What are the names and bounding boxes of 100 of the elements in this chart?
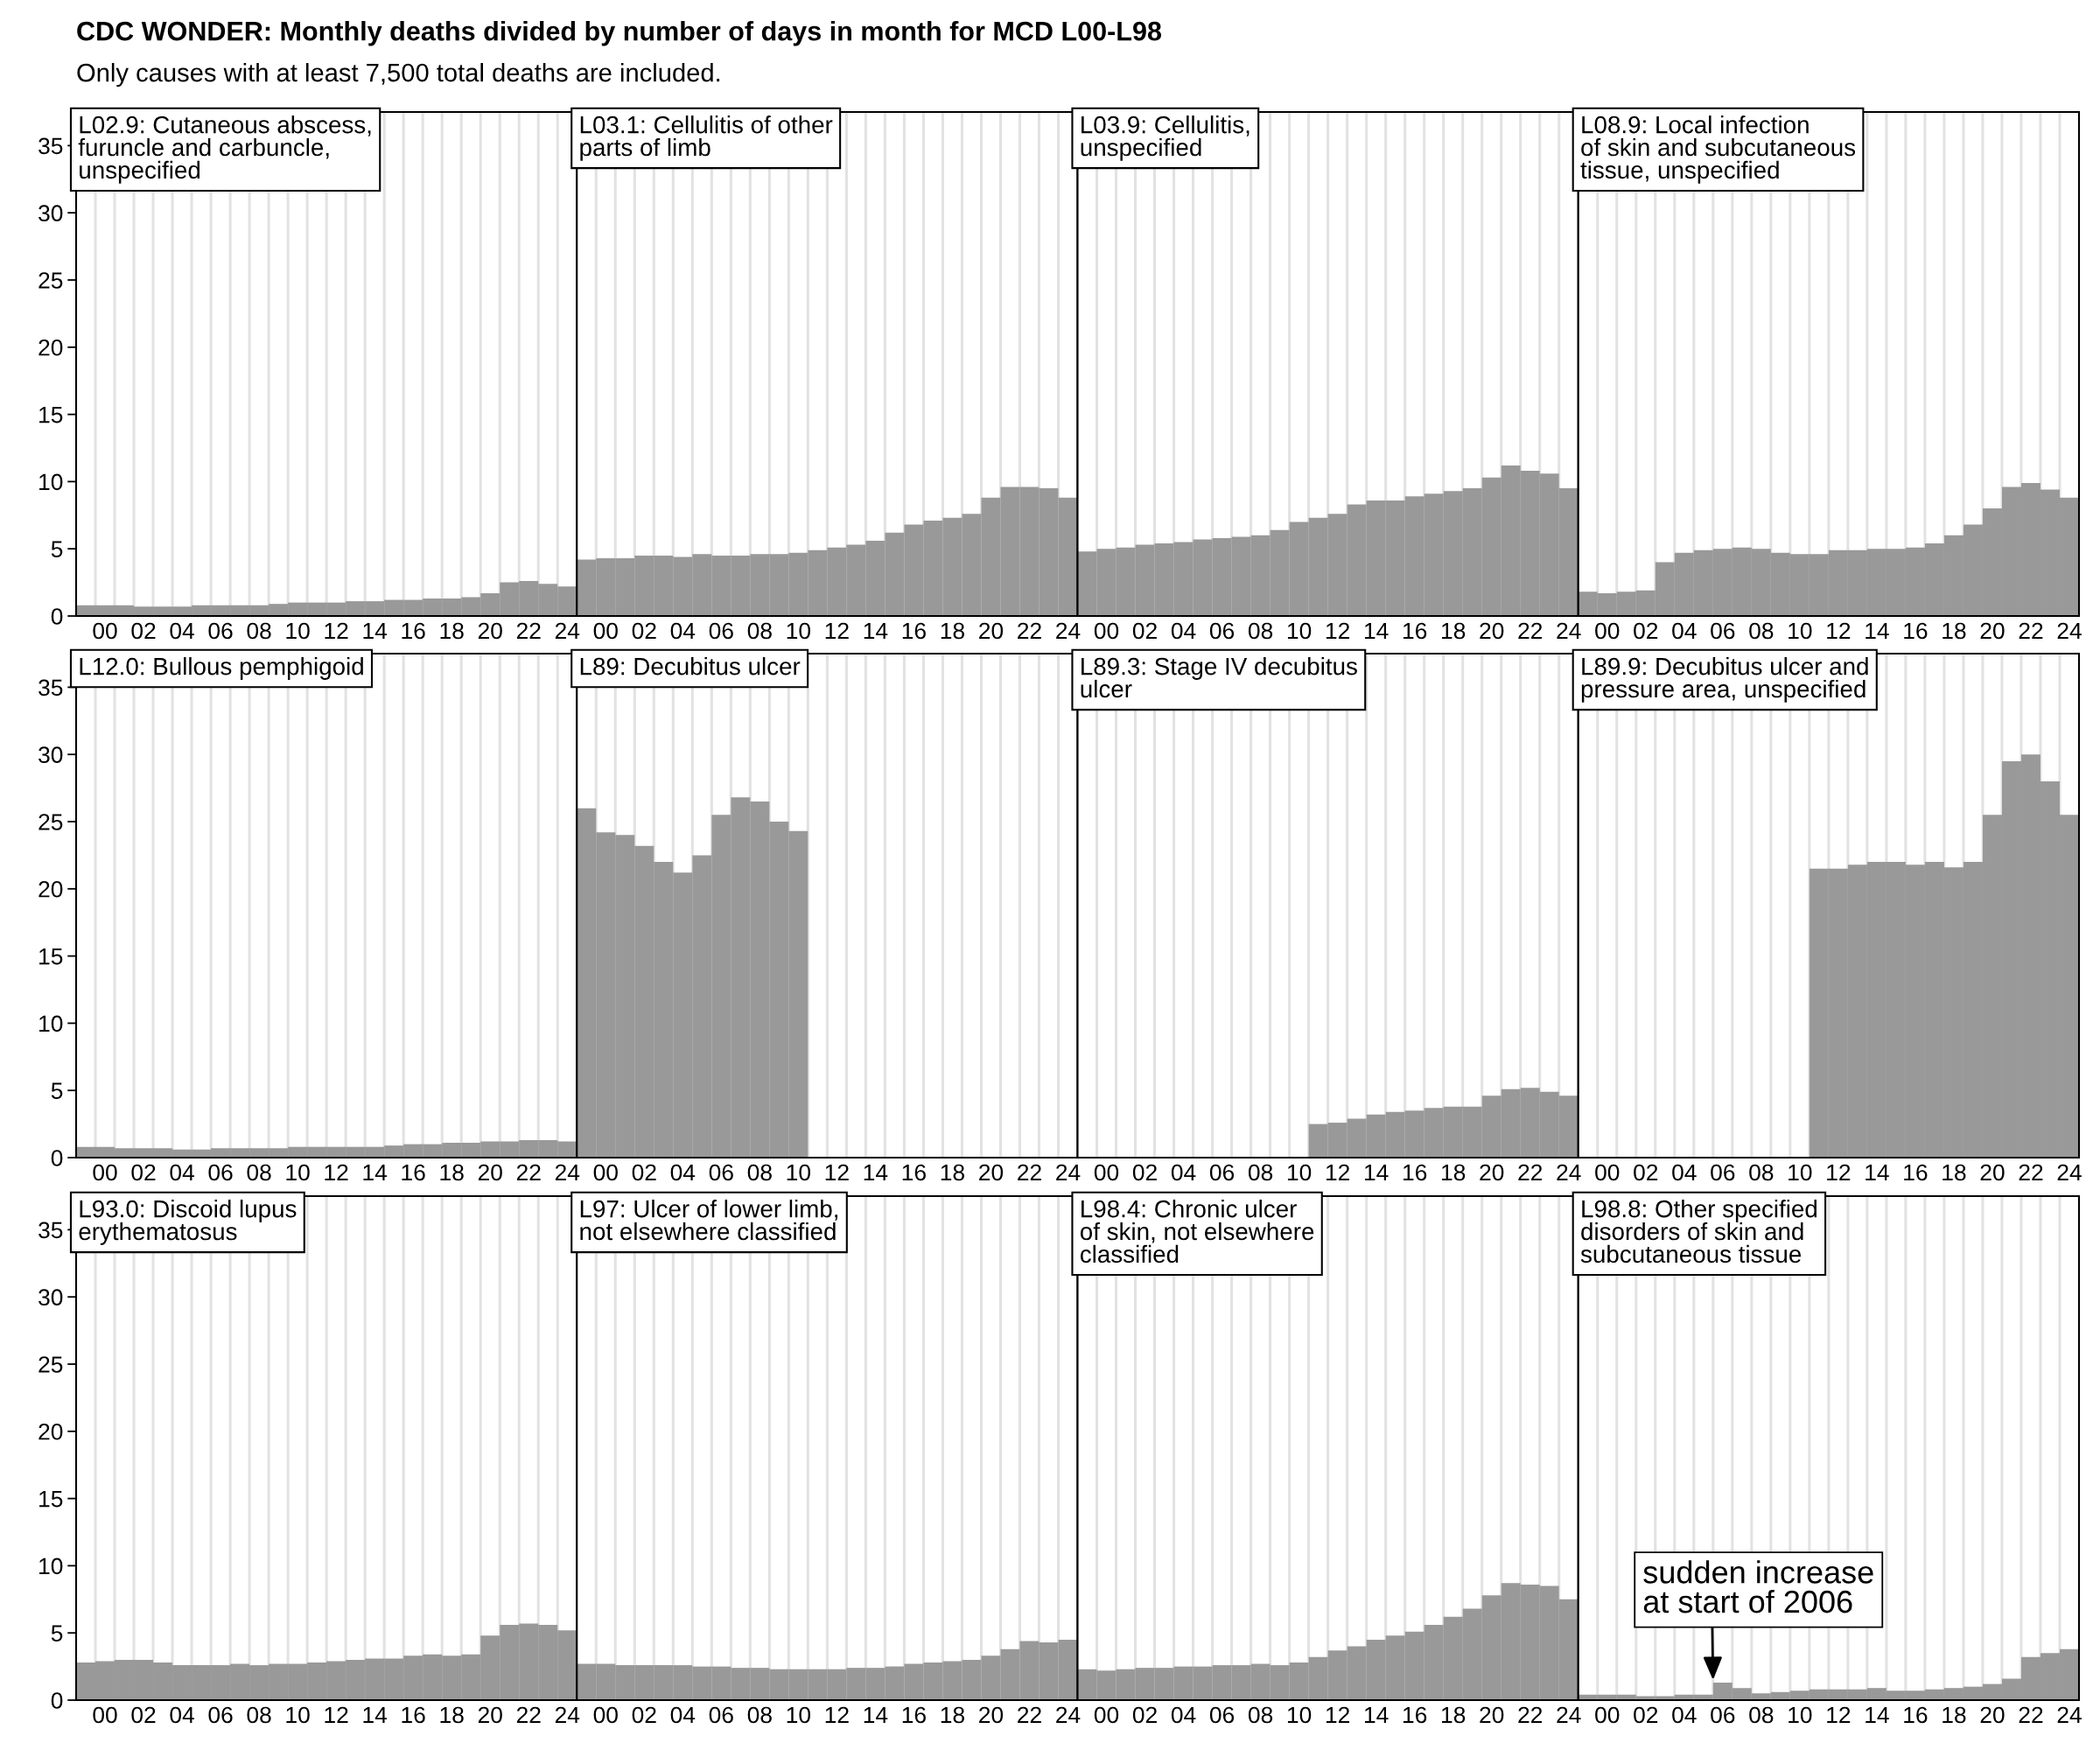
- x-tick-label: 18: [1442, 622, 1466, 640]
- x-tick-label: 14: [1866, 1164, 1889, 1181]
- x-tick-label: 14: [1866, 622, 1889, 640]
- x-tick-label: 10: [1788, 1706, 1812, 1724]
- x-tick-label: 02: [632, 1706, 656, 1724]
- y-tick-label: 30: [38, 205, 63, 222]
- x-tick-label: 08: [1248, 1706, 1273, 1724]
- x-tick-label: 22: [2019, 1164, 2043, 1181]
- x-tick-label: 04: [1672, 1706, 1697, 1724]
- x-tick-label: 10: [787, 1164, 811, 1181]
- x-tick-label: 24: [1056, 1164, 1081, 1181]
- x-tick-label: 20: [478, 1706, 502, 1724]
- x-tick-label: 24: [555, 1706, 580, 1724]
- x-tick-label: 02: [632, 1164, 656, 1181]
- x-tick-label: 16: [902, 1164, 926, 1181]
- text: L08.9: Local infection of skin and subcutaneous tissue, unspecified: [1580, 116, 1856, 184]
- x-tick-label: 02: [1132, 622, 1157, 640]
- y-tick-label: 15: [39, 407, 63, 424]
- x-tick-label: 02: [1634, 1706, 1658, 1724]
- x-tick-label: 18: [440, 622, 464, 640]
- x-tick-label: 18: [1442, 1706, 1466, 1724]
- x-tick-label: 04: [170, 622, 194, 640]
- y-tick-label: 0: [51, 1692, 63, 1709]
- x-tick-label: 12: [1326, 1164, 1349, 1181]
- x-tick-label: 12: [1827, 622, 1851, 640]
- x-tick-label: 02: [1634, 622, 1658, 640]
- x-tick-label: 08: [1248, 1164, 1273, 1181]
- text: L89.9: Decubitus ulcer and pressure area, unspecified: [1581, 657, 1868, 703]
- y-tick-label: 25: [38, 1356, 63, 1373]
- x-tick-label: 10: [1287, 1706, 1312, 1724]
- x-tick-label: 00: [593, 622, 618, 640]
- x-tick-label: 06: [709, 1706, 733, 1724]
- x-tick-label: 04: [1672, 622, 1697, 640]
- x-tick-label: 06: [208, 1164, 233, 1181]
- x-tick-label: 08: [247, 622, 271, 640]
- text: L02.9: Cutaneous abscess, furuncle and carbuncle, unspecified: [78, 116, 371, 184]
- x-tick-label: 22: [1518, 622, 1543, 640]
- chart-title: L97: Ulcer of lower limb, not elsewhere classified: [580, 1200, 837, 1241]
- x-tick-label: 24: [555, 1164, 580, 1181]
- y-tick-label: 5: [51, 541, 63, 558]
- x-tick-label: 08: [1749, 1164, 1774, 1181]
- x-tick-label: 10: [286, 1706, 310, 1724]
- x-tick-label: 16: [1404, 1164, 1427, 1181]
- x-tick-label: 06: [1711, 1164, 1735, 1181]
- x-tick-label: 00: [1094, 1164, 1119, 1181]
- x-tick-label: 02: [1132, 1706, 1157, 1724]
- x-tick-label: 18: [440, 1706, 464, 1724]
- x-tick-label: 14: [1364, 622, 1389, 640]
- x-tick-label: 24: [1557, 1706, 1581, 1724]
- y-tick-label: 10: [39, 473, 63, 491]
- x-tick-label: 24: [1557, 1164, 1581, 1181]
- x-tick-label: 12: [325, 622, 348, 640]
- y-tick-label: 5: [51, 1625, 63, 1642]
- x-tick-label: 22: [516, 1164, 541, 1181]
- x-tick-label: 16: [402, 622, 425, 640]
- x-tick-label: 24: [1557, 622, 1581, 640]
- x-tick-label: 20: [478, 1164, 502, 1181]
- x-tick-label: 06: [1209, 622, 1235, 640]
- x-tick-label: 06: [1209, 1164, 1235, 1181]
- x-tick-label: 10: [1287, 1164, 1312, 1181]
- x-tick-label: 02: [1634, 1164, 1658, 1181]
- x-tick-label: 16: [1404, 1706, 1427, 1724]
- x-tick-label: 20: [979, 1164, 1004, 1181]
- x-tick-label: 16: [402, 1706, 425, 1724]
- x-tick-label: 14: [363, 622, 388, 640]
- chart-title: L89: Decubitus ulcer: [580, 657, 801, 676]
- x-tick-label: 22: [1018, 622, 1041, 640]
- x-tick-label: 22: [2019, 1706, 2043, 1724]
- x-tick-label: 12: [325, 1164, 348, 1181]
- y-tick-label: 5: [51, 1082, 63, 1100]
- text: L98.8: Other specified disorders of skin and subcutaneous tissue: [1580, 1200, 1817, 1264]
- x-tick-label: 18: [1942, 622, 1966, 640]
- x-tick-label: 24: [1056, 622, 1081, 640]
- x-tick-label: 20: [1980, 622, 2005, 640]
- y-tick-label: 10: [39, 1558, 63, 1575]
- text: Only causes with at least 7,500 total deaths are included.: [77, 63, 720, 88]
- x-tick-label: 16: [902, 1706, 926, 1724]
- text: CDC WONDER: Monthly deaths divided by number of days in month for MCD L00-L98: [77, 21, 1162, 46]
- x-tick-label: 18: [1942, 1706, 1966, 1724]
- x-tick-label: 20: [1480, 1164, 1504, 1181]
- x-tick-label: 12: [1326, 622, 1349, 640]
- x-tick-label: 14: [1866, 1706, 1889, 1724]
- y-tick-label: 35: [38, 1222, 63, 1239]
- x-tick-label: 20: [1480, 1706, 1504, 1724]
- x-tick-label: 10: [1788, 1164, 1812, 1181]
- y-tick-label: 0: [51, 1150, 63, 1166]
- x-tick-label: 18: [440, 1164, 464, 1181]
- x-tick-label: 14: [363, 1706, 388, 1724]
- y-tick-label: 30: [38, 746, 63, 764]
- x-tick-label: 22: [516, 1706, 541, 1724]
- x-tick-label: 10: [286, 1164, 310, 1181]
- x-tick-label: 16: [1904, 1164, 1928, 1181]
- x-tick-label: 20: [1480, 622, 1504, 640]
- x-tick-label: 00: [1094, 1706, 1119, 1724]
- y-tick-label: 25: [38, 814, 63, 830]
- chart-title: L12.0: Bullous pemphigoid: [80, 657, 363, 680]
- x-tick-label: 18: [941, 1164, 964, 1181]
- y-tick-label: 15: [39, 1491, 63, 1508]
- x-tick-label: 08: [747, 1164, 772, 1181]
- x-tick-label: 02: [632, 622, 656, 640]
